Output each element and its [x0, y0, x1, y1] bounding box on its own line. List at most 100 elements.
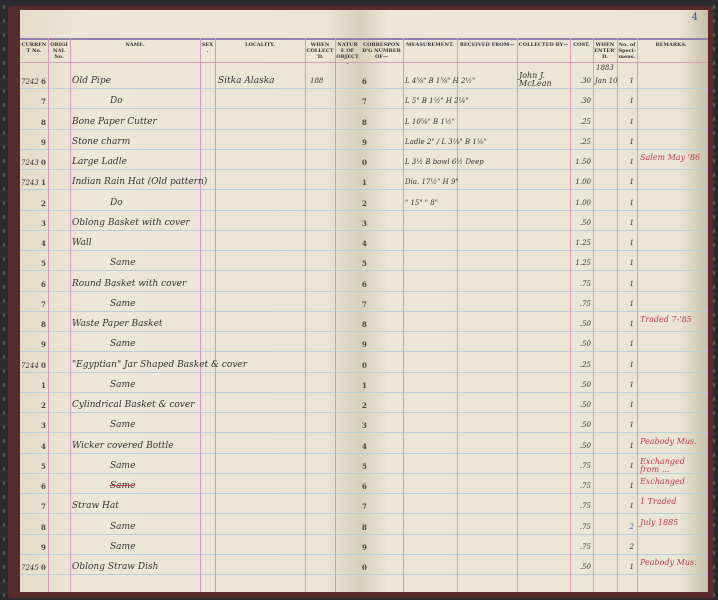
item-name: Same	[110, 339, 136, 350]
cost: .50	[579, 401, 591, 409]
item-name: Same	[110, 541, 136, 552]
item-name: Cylindrical Basket & cover	[72, 400, 195, 410]
cost: .30	[579, 97, 591, 106]
item-name: Indian Rain Hat (Old pattern)	[72, 177, 208, 188]
current-number-prefix: 7244	[21, 361, 39, 370]
corresponding-number: 0	[362, 563, 367, 572]
corresponding-number: 7	[362, 502, 367, 512]
ruled-line	[360, 88, 708, 89]
measurement: Ladle 2" / L 3⅛" B 1¼"	[405, 137, 487, 146]
specimen-count: 1	[629, 502, 634, 511]
specimen-count: 1	[629, 178, 634, 187]
cost: .75	[579, 542, 591, 551]
column-rule	[200, 38, 201, 592]
current-number-digit: 4	[41, 239, 46, 248]
item-name: Waste Paper Basket	[72, 319, 163, 329]
ruled-line	[360, 452, 708, 454]
specimen-count: 2	[629, 522, 634, 531]
specimen-count: 1	[629, 401, 634, 409]
ruled-line	[360, 513, 708, 515]
ruled-line	[20, 331, 360, 332]
cost: .50	[579, 441, 591, 450]
item-name: Large Ladle	[72, 157, 127, 167]
ruled-line	[360, 108, 708, 110]
ruled-line	[20, 351, 360, 353]
ruled-line	[20, 290, 360, 292]
current-number-digit: 9	[41, 340, 46, 350]
when-collected: 188	[310, 77, 324, 85]
current-number-digit: 8	[41, 320, 46, 329]
ruled-line	[360, 432, 708, 434]
ruled-line	[360, 250, 708, 251]
specimen-count: 1	[629, 299, 634, 308]
ruled-line	[20, 189, 360, 191]
ruled-line	[20, 391, 360, 393]
corresponding-number: 4	[362, 239, 367, 248]
current-number-digit: 0	[41, 360, 46, 370]
ruled-line	[360, 148, 708, 150]
corresponding-number: 2	[362, 198, 367, 208]
corresponding-number: 6	[362, 77, 367, 86]
column-rule	[70, 38, 71, 592]
current-number-digit: 8	[41, 522, 46, 532]
cost: 1.00	[575, 178, 591, 187]
ruled-line	[360, 351, 708, 353]
corresponding-number: 6	[362, 482, 367, 491]
item-name: Oblong Basket with cover	[72, 217, 190, 228]
item-name: Bone Paper Cutter	[72, 116, 157, 127]
item-name: Straw Hat	[72, 501, 119, 512]
item-name: Stone charm	[72, 136, 131, 147]
cost: .30	[579, 77, 591, 85]
locality: Sitka Alaska	[218, 76, 275, 86]
item-name: Wicker covered Bottle	[72, 440, 174, 451]
corresponding-number: 9	[362, 137, 367, 147]
cost: .25	[579, 117, 591, 126]
ruled-line	[20, 513, 360, 515]
cost: 1.25	[575, 259, 591, 268]
header-rule	[20, 38, 360, 40]
corresponding-number: 8	[362, 320, 367, 329]
specimen-count: 1	[629, 158, 634, 166]
remarks: Peabody Mus.	[640, 558, 697, 567]
ruled-line	[360, 371, 708, 373]
cost: .75	[579, 502, 591, 511]
column-header: WHEN ENTER'D.	[594, 42, 616, 60]
current-number-digit: 2	[41, 401, 46, 410]
specimen-count: 1	[629, 117, 634, 126]
current-number-digit: 1	[41, 178, 46, 188]
ruled-line	[20, 209, 360, 211]
remarks: Exchanged from ...	[640, 456, 685, 474]
ruled-line	[20, 250, 360, 251]
header-rule	[360, 62, 708, 63]
specimen-count: 1	[629, 320, 634, 328]
cost: .25	[579, 360, 591, 369]
column-header: CORRESPOND'G NUMBER OF—	[362, 42, 401, 60]
specimen-count: 1	[629, 441, 634, 450]
ruled-line	[20, 169, 360, 170]
current-number-digit: 4	[41, 441, 46, 451]
cost: 1.50	[575, 158, 591, 166]
specimen-count: 1	[629, 137, 634, 146]
specimen-count: 2	[629, 542, 634, 551]
column-rule	[570, 38, 571, 592]
specimen-count: 1	[629, 259, 634, 268]
item-name: Same	[110, 481, 136, 491]
corresponding-number: 3	[362, 421, 367, 431]
header-rule	[360, 38, 708, 40]
cost: .50	[579, 380, 591, 389]
current-number-digit: 5	[41, 259, 46, 269]
ruled-line	[20, 128, 360, 130]
remarks: 1 Traded	[640, 497, 677, 507]
column-header: COLLECTED BY—	[518, 42, 569, 48]
item-name: Do	[110, 197, 123, 208]
column-header: LOCALITY.	[245, 42, 275, 48]
measurement: L 10⅝" B 1½"	[405, 117, 455, 126]
current-number-prefix: 7243	[21, 159, 39, 167]
ruled-line	[360, 128, 708, 130]
corresponding-number: 9	[362, 340, 367, 350]
measurement: Dia. 17½" H 9"	[405, 178, 459, 187]
current-number-digit: 0	[41, 158, 46, 167]
ruled-line	[360, 533, 708, 535]
column-header: REMARKS.	[655, 42, 687, 48]
ruled-line	[20, 533, 360, 535]
